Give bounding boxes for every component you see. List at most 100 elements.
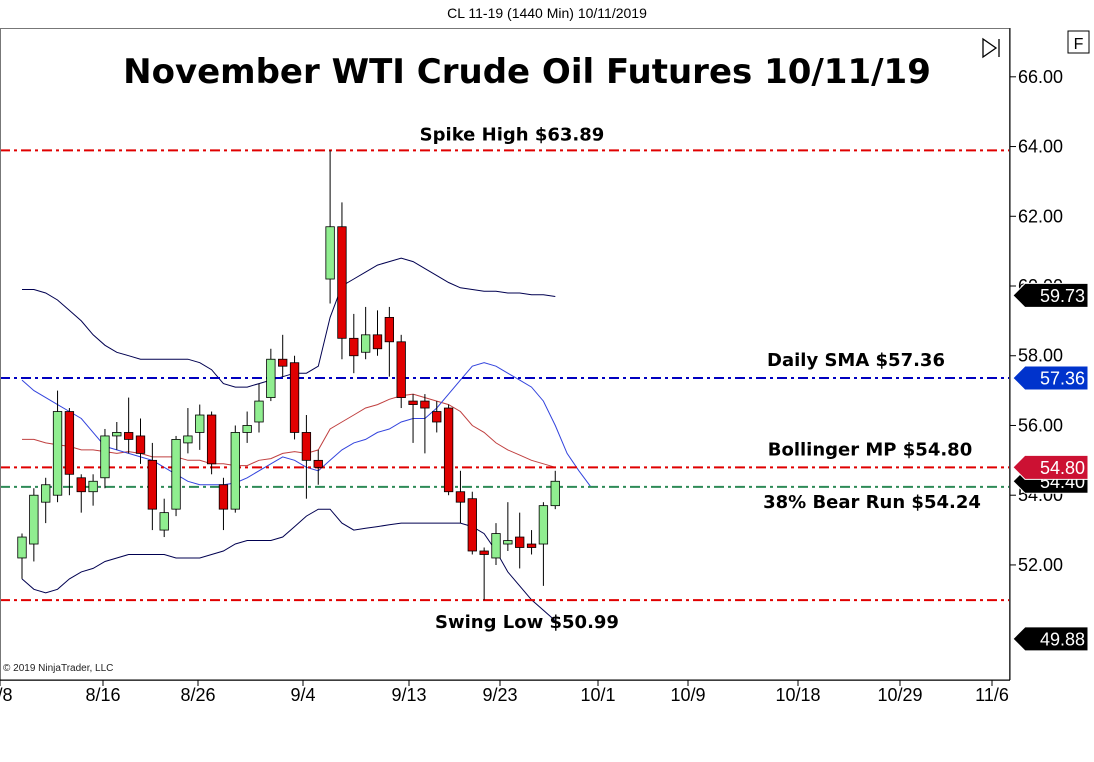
candle-21 xyxy=(266,348,276,402)
candle-2 xyxy=(41,477,51,524)
candle-14 xyxy=(183,408,193,454)
y-tick-label: 62.00 xyxy=(1018,206,1063,226)
candle-11 xyxy=(147,442,158,531)
chart-title: November WTI Crude Oil Futures 10/11/19 xyxy=(123,52,931,92)
candle-body xyxy=(159,512,169,531)
price-tag-2: 49.88 xyxy=(1012,626,1089,652)
x-tick-label: 9/4 xyxy=(290,685,315,705)
candle-body xyxy=(230,432,240,510)
candle-43 xyxy=(526,530,537,555)
candle-body xyxy=(420,400,430,409)
x-tick-label: 9/23 xyxy=(482,685,517,705)
x-tick-label: 10/29 xyxy=(877,685,922,705)
candle-38 xyxy=(467,491,477,555)
candle-body xyxy=(289,362,300,433)
candle-23 xyxy=(289,355,300,440)
candle-27 xyxy=(337,202,347,360)
level-tag-1-shape xyxy=(1012,365,1089,391)
level-label-2: Bollinger MP $54.80 xyxy=(768,439,972,460)
candle-18 xyxy=(230,425,240,513)
instrument-info: CL 11-19 (1440 Min) 10/11/2019 xyxy=(447,5,647,21)
candle-body xyxy=(443,407,454,493)
candle-body xyxy=(17,536,27,559)
candle-body xyxy=(254,400,264,423)
candle-3 xyxy=(52,390,63,503)
candle-body xyxy=(396,341,406,398)
candle-15 xyxy=(195,404,205,450)
copyright-text: © 2019 NinjaTrader, LLC xyxy=(3,663,113,674)
candle-body xyxy=(206,414,217,465)
axes-layer: 66.0064.0062.0058.0056.0052.0060.0054.00… xyxy=(0,28,1063,705)
level-tag-1: 57.36 xyxy=(1012,365,1089,391)
price-tag-2-shape xyxy=(1012,626,1089,652)
flip-button[interactable]: F xyxy=(1067,30,1090,54)
candles-layer xyxy=(17,150,560,601)
candle-10 xyxy=(135,418,146,464)
candle-24 xyxy=(301,415,312,499)
price-tag-0-shape xyxy=(1012,282,1089,308)
y-tick-label: 64.00 xyxy=(1018,137,1063,157)
x-tick-label: 8/16 xyxy=(85,685,120,705)
candle-body xyxy=(266,358,276,398)
skip-end-icon[interactable] xyxy=(982,37,1000,59)
x-tick-label: 10/18 xyxy=(775,685,820,705)
candle-body xyxy=(360,334,371,353)
candle-45 xyxy=(550,470,560,510)
candle-body xyxy=(408,400,418,405)
price-tag-0: 59.73 xyxy=(1012,282,1089,308)
level-lines-layer xyxy=(0,149,1010,602)
candle-body xyxy=(278,358,288,367)
y-tick-label: 52.00 xyxy=(1018,555,1063,575)
level-label-0: Spike High $63.89 xyxy=(420,124,605,145)
candle-28 xyxy=(349,313,359,374)
candle-body xyxy=(337,226,347,339)
candle-9 xyxy=(124,397,134,454)
candle-31 xyxy=(384,306,395,377)
candle-body xyxy=(467,498,477,552)
candle-body xyxy=(301,432,312,461)
instrument-info-header: CL 11-19 (1440 Min) 10/11/2019 xyxy=(0,0,1094,26)
candle-body xyxy=(503,540,513,545)
candle-37 xyxy=(455,470,466,524)
candle-13 xyxy=(171,435,181,517)
candle-body xyxy=(325,226,335,280)
level-tag-2-shape xyxy=(1012,454,1089,480)
x-tick-label: 11/6 xyxy=(975,685,1009,705)
candle-29 xyxy=(360,306,371,360)
candle-22 xyxy=(278,334,288,377)
level-label-1: Daily SMA $57.36 xyxy=(767,350,945,371)
candle-30 xyxy=(372,310,383,356)
annotation-layer: November WTI Crude Oil Futures 10/11/19 … xyxy=(3,52,981,674)
level-label-4: Swing Low $50.99 xyxy=(435,612,619,633)
bollinger-upper-line xyxy=(22,257,556,388)
x-tick-label: 9/13 xyxy=(391,685,426,705)
candle-body xyxy=(171,439,181,510)
candle-0 xyxy=(17,533,27,579)
candle-body xyxy=(135,435,146,454)
candle-body xyxy=(491,533,501,559)
candle-26 xyxy=(325,150,335,304)
y-tick-label: 58.00 xyxy=(1018,346,1063,366)
level-tag-2: 54.80 xyxy=(1012,454,1089,480)
candle-34 xyxy=(420,394,430,454)
candle-35 xyxy=(432,401,442,433)
candle-36 xyxy=(443,404,454,496)
x-tick-label: 8/8 xyxy=(0,685,13,705)
candle-body xyxy=(76,477,86,493)
candle-body xyxy=(41,484,51,503)
candle-body xyxy=(52,411,63,496)
candle-16 xyxy=(206,411,217,475)
candle-body xyxy=(526,543,537,548)
candle-25 xyxy=(313,449,323,485)
candle-4 xyxy=(64,408,75,496)
candle-body xyxy=(100,435,110,479)
candle-7 xyxy=(100,428,110,489)
y-tick-label: 56.00 xyxy=(1018,415,1063,435)
y-tick-label: 66.00 xyxy=(1018,67,1063,87)
candle-body xyxy=(550,480,560,507)
candle-42 xyxy=(515,512,525,569)
level-label-3: 38% Bear Run $54.24 xyxy=(763,492,981,513)
candle-1 xyxy=(29,488,39,562)
